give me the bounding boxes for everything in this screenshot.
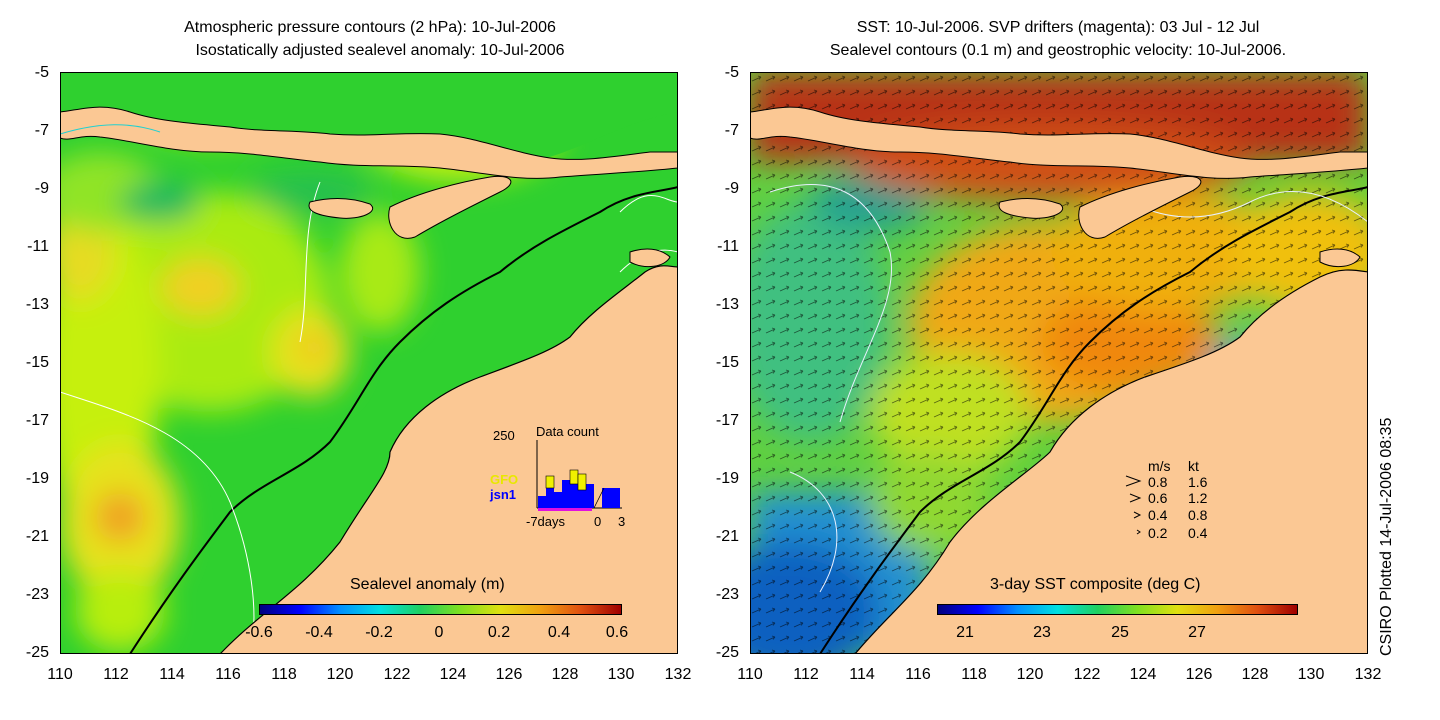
left-x-tick-5: 120 [326, 666, 354, 683]
inset-title: Data count [536, 424, 599, 439]
left-y-tick-1: -7 [34, 122, 49, 139]
right-x-tick-2: 114 [849, 666, 875, 683]
right-x-tick-6: 122 [1073, 666, 1101, 683]
right-y-tick-4: -13 [715, 296, 739, 313]
right-x-tick-11: 132 [1354, 666, 1382, 683]
right-x-tick-7: 124 [1129, 666, 1157, 683]
left-x-tick-1: 112 [103, 666, 129, 683]
left-y-tick-0: -5 [34, 64, 49, 81]
left-colorbar [259, 604, 622, 615]
legend-arrows [1125, 475, 1142, 535]
left-x-tick-10: 130 [607, 666, 635, 683]
right-x-tick-5: 120 [1016, 666, 1044, 683]
left-y-tick-8: -21 [25, 528, 49, 545]
left-y-tick-5: -15 [25, 354, 49, 371]
left-y-tick-6: -17 [25, 412, 49, 429]
left-y-tick-7: -19 [25, 470, 49, 487]
right-title-line2: Sealevel contours (0.1 m) and geostrophi… [829, 42, 1287, 59]
right-title-line1: SST: 10-Jul-2006. SVP drifters (magenta)… [856, 19, 1260, 36]
right-y-tick-8: -21 [715, 528, 739, 545]
left-x-tick-2: 114 [159, 666, 185, 683]
left-y-tick-10: -25 [25, 644, 49, 661]
left-cb-tick-0: -0.6 [245, 624, 273, 641]
right-colorbar-title: 3-day SST composite (deg C) [990, 576, 1201, 593]
right-y-tick-2: -9 [724, 180, 739, 197]
inset-x-start: -7days [526, 514, 566, 529]
left-x-tick-4: 118 [271, 666, 297, 683]
right-y-tick-0: -5 [724, 64, 739, 81]
inset-ymax: 250 [493, 428, 515, 443]
left-cb-tick-4: 0.2 [487, 624, 511, 641]
legend-row-1-ms: 0.6 [1148, 490, 1168, 506]
legend-row-1-kt: 1.2 [1188, 490, 1208, 506]
right-x-tick-4: 118 [961, 666, 987, 683]
left-y-tick-9: -23 [25, 586, 49, 603]
left-title-line2: Isostatically adjusted sealevel anomaly:… [195, 42, 565, 59]
right-y-tick-1: -7 [724, 122, 739, 139]
inset-bars [536, 440, 622, 511]
left-x-tick-6: 122 [383, 666, 411, 683]
right-cb-tick-2: 25 [1111, 624, 1129, 641]
right-y-tick-10: -25 [715, 644, 739, 661]
right-y-tick-5: -15 [715, 354, 739, 371]
plot-credit: CSIRO Plotted 14-Jul-2006 08:35 [1378, 417, 1395, 656]
left-cb-tick-1: -0.4 [305, 624, 333, 641]
left-x-tick-3: 116 [215, 666, 241, 683]
right-x-tick-10: 130 [1297, 666, 1325, 683]
left-x-tick-7: 124 [439, 666, 467, 683]
left-x-tick-11: 132 [664, 666, 692, 683]
inset-series-gfo: GFO [490, 472, 519, 487]
left-colorbar-title: Sealevel anomaly (m) [350, 576, 505, 593]
sst-map [750, 72, 1368, 654]
right-y-tick-6: -17 [715, 412, 739, 429]
right-cb-tick-3: 27 [1188, 624, 1206, 641]
legend-row-2-kt: 0.8 [1188, 507, 1208, 523]
inset-series-jsn1: jsn1 [490, 487, 517, 502]
left-cb-tick-5: 0.4 [547, 624, 571, 641]
inset-x-zero: 0 [594, 514, 602, 529]
left-cb-tick-3: 0 [434, 624, 444, 641]
right-cb-tick-1: 23 [1033, 624, 1051, 641]
right-x-tick-3: 116 [905, 666, 931, 683]
left-y-tick-4: -13 [25, 296, 49, 313]
left-title-line1: Atmospheric pressure contours (2 hPa): 1… [184, 19, 556, 36]
left-cb-tick-2: -0.2 [365, 624, 393, 641]
right-y-tick-3: -11 [717, 238, 739, 255]
right-y-tick-7: -19 [715, 470, 739, 487]
left-x-tick-0: 110 [47, 666, 73, 683]
left-x-tick-9: 128 [551, 666, 579, 683]
right-x-tick-1: 112 [793, 666, 819, 683]
legend-row-2-ms: 0.4 [1148, 507, 1168, 523]
legend-row-3-kt: 0.4 [1188, 525, 1208, 541]
legend-header-ms: m/s [1148, 458, 1171, 474]
inset-x-end: 3 [618, 514, 626, 529]
left-y-tick-2: -9 [34, 180, 49, 197]
right-cb-tick-0: 21 [956, 624, 974, 641]
legend-row-0-ms: 0.8 [1148, 474, 1168, 490]
legend-row-0-kt: 1.6 [1188, 474, 1208, 490]
sealevel-anomaly-map [60, 72, 678, 654]
right-colorbar [937, 604, 1298, 615]
legend-header-kt: kt [1188, 458, 1199, 474]
right-x-tick-9: 128 [1241, 666, 1269, 683]
right-y-tick-9: -23 [715, 586, 739, 603]
left-y-tick-3: -11 [27, 238, 49, 255]
legend-row-3-ms: 0.2 [1148, 525, 1168, 541]
left-cb-tick-6: 0.6 [605, 624, 629, 641]
left-x-tick-8: 126 [495, 666, 523, 683]
right-x-tick-0: 110 [737, 666, 763, 683]
right-x-tick-8: 126 [1185, 666, 1213, 683]
